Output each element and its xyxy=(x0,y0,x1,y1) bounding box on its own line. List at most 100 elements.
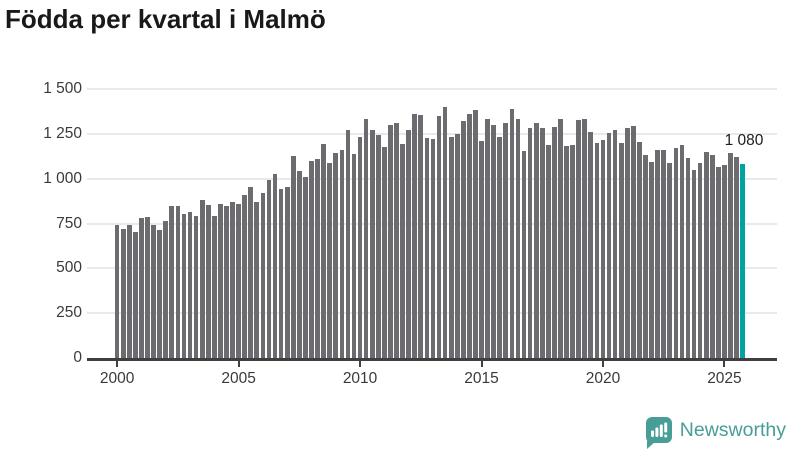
bar-2003-q1 xyxy=(187,211,193,358)
bar-2016-q4 xyxy=(521,150,527,358)
bar-2018-q2 xyxy=(558,119,563,358)
bar-2002-q3 xyxy=(175,206,181,358)
bar-2012-q1 xyxy=(406,130,411,358)
bar-2007-q4 xyxy=(303,176,308,358)
y-axis-label-0: 0 xyxy=(73,349,82,366)
bar-2001-q1 xyxy=(139,218,144,358)
bar-2025-q3 xyxy=(734,157,739,358)
y-axis-label-1250: 1 250 xyxy=(43,124,82,142)
bar-2018-q4 xyxy=(570,144,575,358)
bar-2001-q3 xyxy=(151,225,156,358)
bar-2003-q3 xyxy=(199,200,205,358)
bar-2010-q1 xyxy=(357,136,363,358)
bar-2015-q3 xyxy=(491,124,496,358)
y-axis-label-250: 250 xyxy=(56,304,82,322)
bar-2006-q2 xyxy=(266,180,272,358)
bar-2007-q1 xyxy=(284,186,290,358)
bar-2000-q2 xyxy=(120,228,126,358)
bar-2009-q2 xyxy=(339,149,345,358)
bar-2010-q2 xyxy=(363,118,369,358)
x-axis-tick-2000 xyxy=(116,360,119,367)
bar-2015-q1 xyxy=(479,141,484,358)
bar-2006-q3 xyxy=(272,174,278,358)
x-axis-line xyxy=(87,358,777,361)
x-axis-label-2005: 2005 xyxy=(221,370,256,387)
bar-2008-q1 xyxy=(309,160,314,358)
bar-2022-q1 xyxy=(649,161,654,358)
bar-2009-q4 xyxy=(351,154,357,358)
bar-2024-q4 xyxy=(716,166,721,358)
bar-2000-q4 xyxy=(133,232,138,358)
bar-2025-q1 xyxy=(722,165,727,358)
bar-2024-q3 xyxy=(709,154,715,358)
x-axis-label-2000: 2000 xyxy=(99,370,135,387)
bar-2006-q4 xyxy=(278,188,284,358)
bar-2019-q1 xyxy=(576,120,582,358)
bar-2018-q3 xyxy=(564,146,569,358)
bar-2003-q2 xyxy=(193,216,199,358)
bar-2001-q2 xyxy=(145,217,150,358)
bar-2024-q1 xyxy=(697,163,703,358)
bar-2000-q1 xyxy=(114,225,120,358)
bar-2012-q4 xyxy=(424,138,430,358)
bar-2001-q4 xyxy=(157,229,162,358)
x-axis-label-2015: 2015 xyxy=(464,370,499,387)
bar-2004-q3 xyxy=(224,205,229,358)
bar-2022-q3 xyxy=(661,149,667,358)
x-axis-tick-2025 xyxy=(723,360,726,367)
x-axis-tick-2005 xyxy=(237,360,240,367)
bar-2008-q4 xyxy=(327,163,333,358)
bar-2014-q2 xyxy=(460,121,466,358)
bar-2024-q2 xyxy=(703,151,709,358)
mini-bar-chart-exclamation-icon xyxy=(650,422,667,438)
bar-2016-q2 xyxy=(509,108,515,358)
bar-2010-q3 xyxy=(369,130,375,358)
brand-footer[interactable]: Newsworthy xyxy=(645,417,786,449)
bar-2010-q4 xyxy=(375,134,381,358)
bar-2004-q1 xyxy=(211,216,217,358)
bar-2012-q2 xyxy=(412,114,418,358)
bar-2019-q3 xyxy=(588,132,594,358)
x-axis-label-2010: 2010 xyxy=(342,370,378,387)
bar-2014-q4 xyxy=(473,109,478,358)
bar-2023-q1 xyxy=(673,148,679,358)
bar-2015-q2 xyxy=(485,119,490,358)
gridline-1500 xyxy=(87,88,777,90)
x-axis-tick-2015 xyxy=(480,360,483,367)
bar-2014-q3 xyxy=(467,114,472,358)
bar-2021-q2 xyxy=(631,125,636,358)
bar-2025-q2 xyxy=(728,152,733,358)
bar-2005-q1 xyxy=(236,203,241,358)
bar-2022-q4 xyxy=(667,163,673,358)
bar-2013-q1 xyxy=(430,139,436,358)
bar-2011-q3 xyxy=(394,123,399,358)
bar-2017-q1 xyxy=(527,128,533,358)
bar-2002-q4 xyxy=(181,213,187,358)
x-axis-label-2025: 2025 xyxy=(707,370,742,387)
bar-2013-q4 xyxy=(448,136,454,358)
x-axis-tick-2020 xyxy=(601,360,604,367)
x-axis-label-2020: 2020 xyxy=(585,370,621,387)
chart-title: Födda per kvartal i Malmö xyxy=(5,4,326,34)
bar-2011-q4 xyxy=(400,143,405,358)
bar-2008-q3 xyxy=(321,143,326,358)
bar-2022-q2 xyxy=(655,149,660,358)
bar-2006-q1 xyxy=(260,193,266,358)
bar-2020-q3 xyxy=(612,130,618,358)
bar-2007-q3 xyxy=(296,171,302,358)
bar-2023-q4 xyxy=(691,170,697,358)
bar-2011-q2 xyxy=(388,124,393,358)
bar-2004-q4 xyxy=(230,201,235,358)
newsworthy-logo-icon[interactable] xyxy=(645,417,672,449)
y-axis-label-500: 500 xyxy=(56,259,82,277)
bar-2019-q4 xyxy=(594,143,600,358)
y-axis-label-1500: 1 500 xyxy=(43,80,82,97)
brand-name[interactable]: Newsworthy xyxy=(679,418,786,441)
bar-2020-q4 xyxy=(618,143,624,358)
bar-2009-q3 xyxy=(345,130,351,358)
bar-2021-q1 xyxy=(624,128,630,358)
bar-2000-q3 xyxy=(126,225,132,358)
bar-2002-q1 xyxy=(163,220,169,358)
bar-2016-q3 xyxy=(515,118,521,358)
